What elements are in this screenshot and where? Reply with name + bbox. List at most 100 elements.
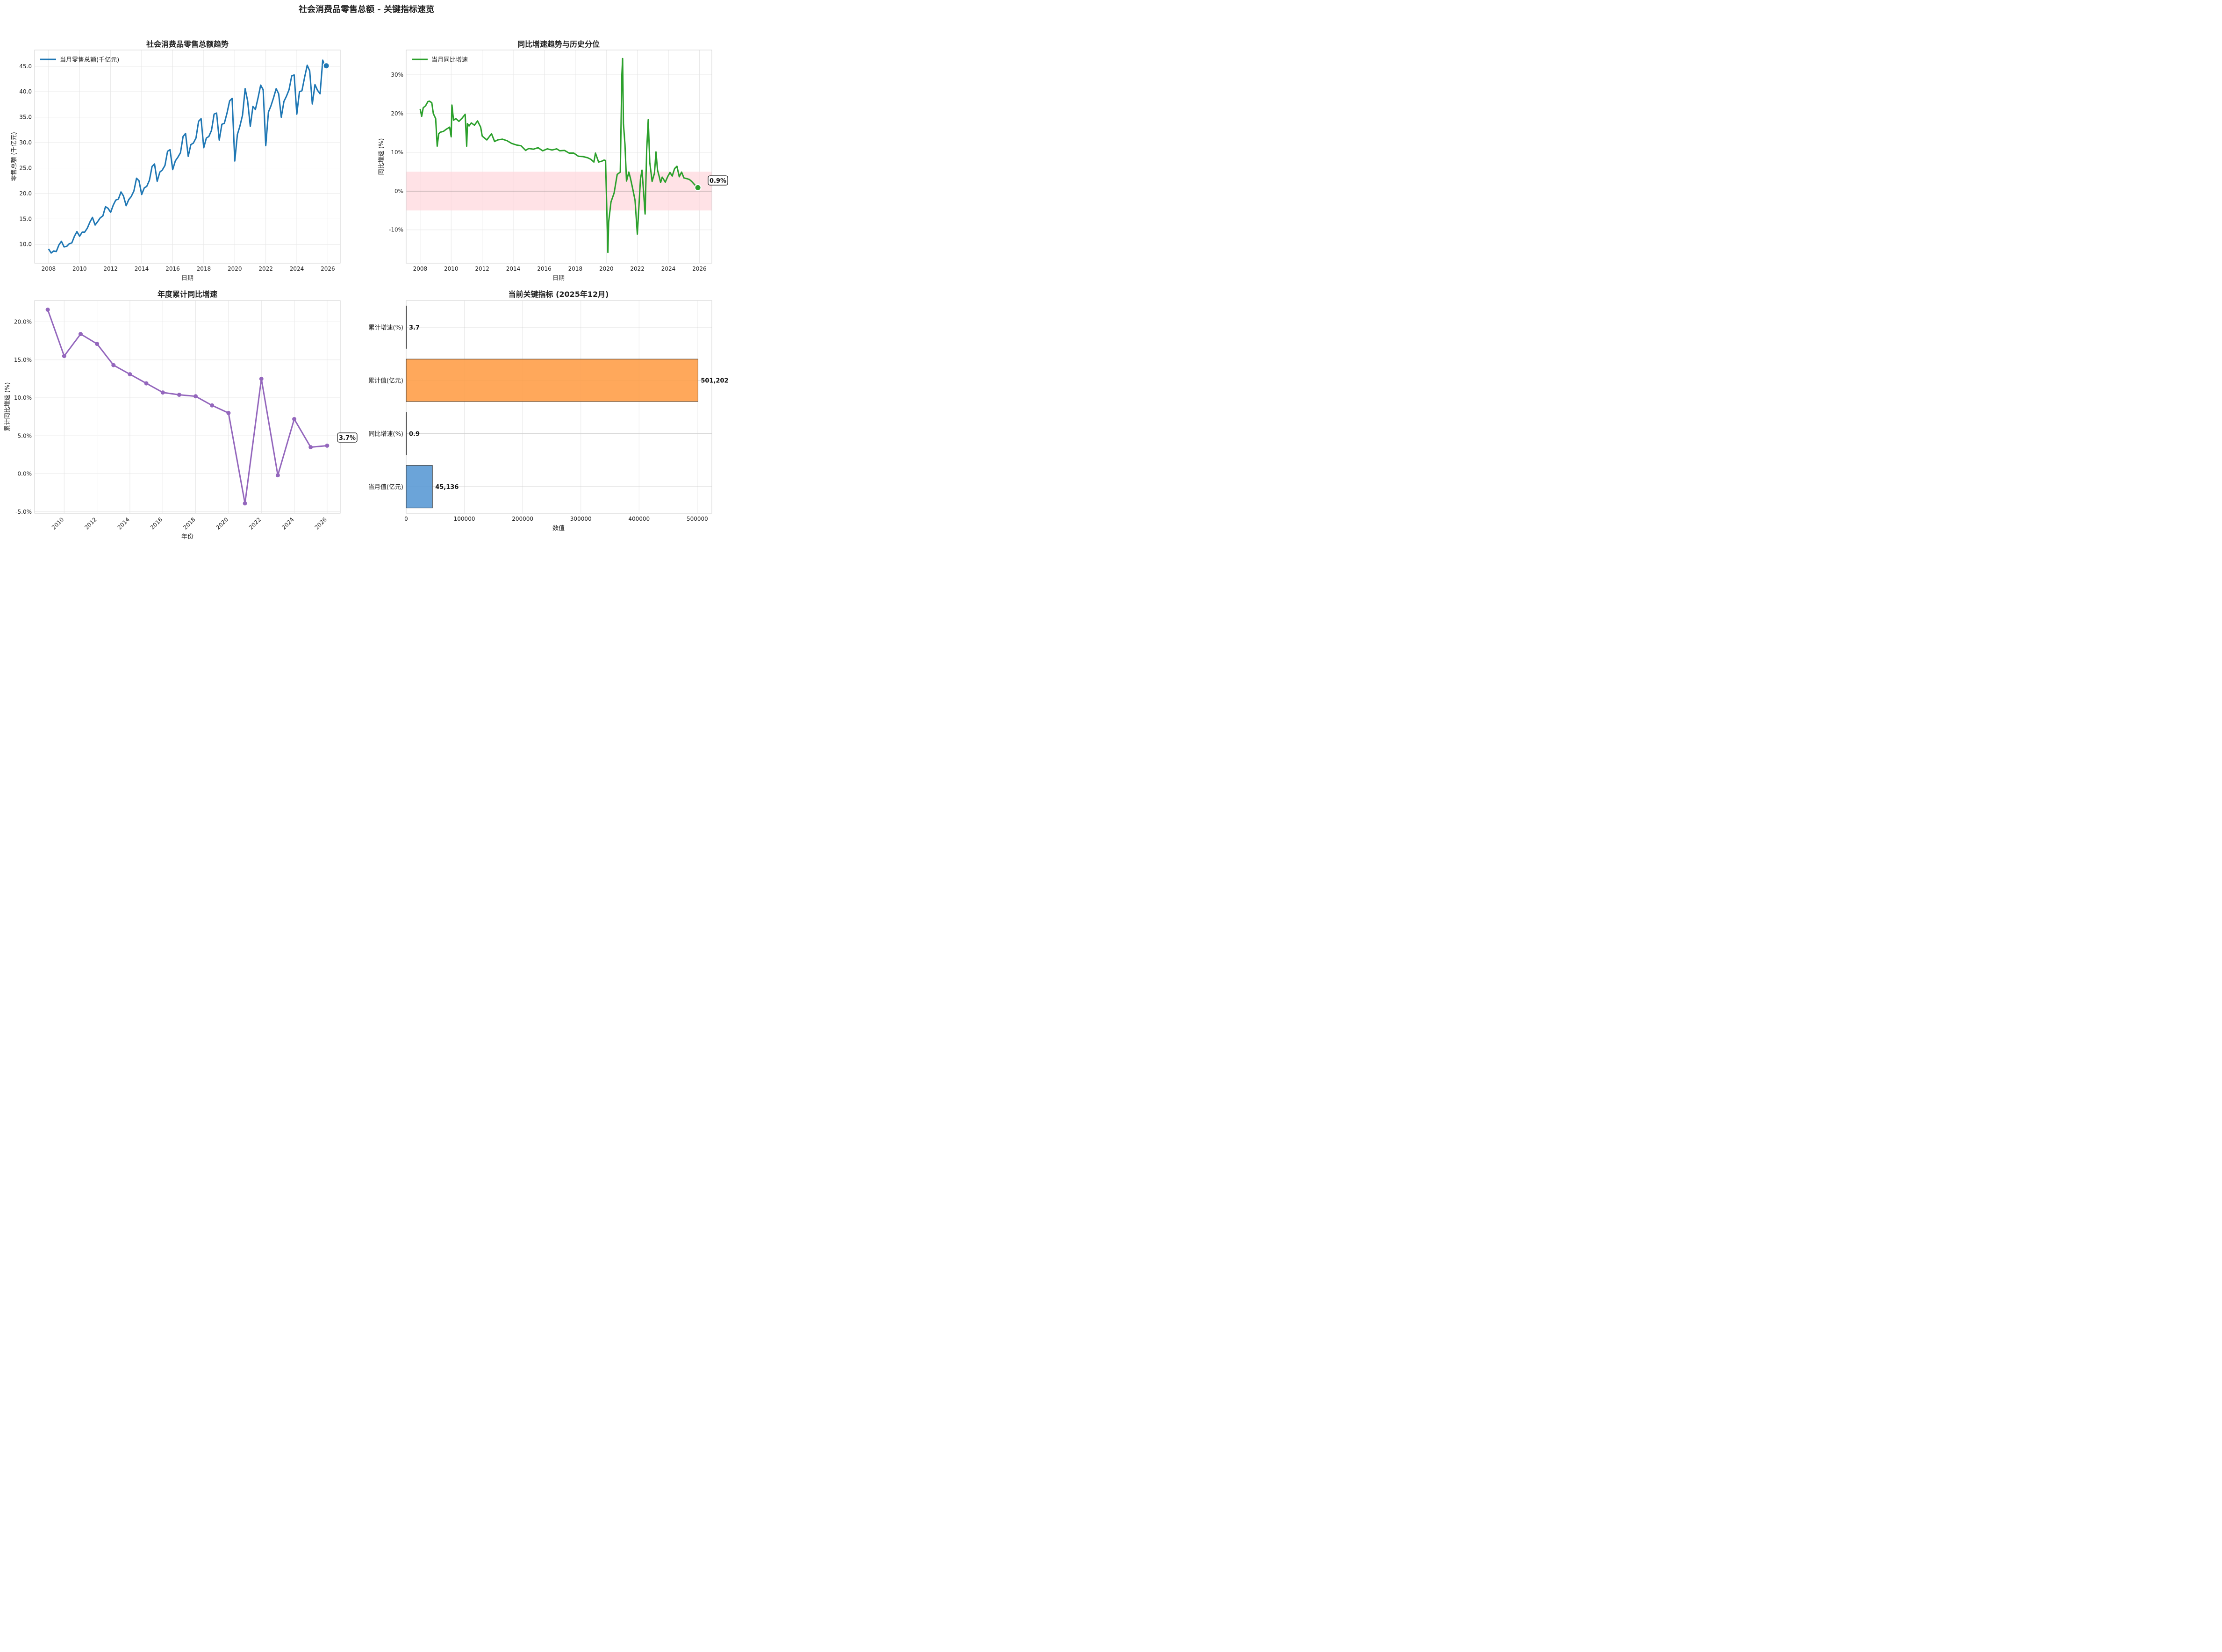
- category-label: 累计值(亿元): [368, 377, 403, 385]
- x-tick-label: 2016: [537, 266, 552, 272]
- y-tick-label: 10.0%: [14, 395, 32, 401]
- x-tick-label: 2012: [83, 516, 98, 531]
- series-line: [48, 59, 327, 254]
- series-line: [47, 309, 328, 504]
- y-axis-label: 同比增速 (%): [378, 138, 385, 175]
- plot-area: 2008 2010 2012 2014 2016 2018 2020 2022 2024 2026…: [389, 50, 728, 272]
- data-point: [144, 381, 149, 386]
- chart-title: 社会消费品零售总额趋势: [146, 40, 229, 49]
- x-tick-label: 2022: [248, 516, 262, 531]
- figure-canvas: 社会消费品零售总额 - 关键指标速览 社会消费品零售总额趋势 日期 零售总额 (…: [4, 4, 729, 540]
- x-tick-label: 2024: [661, 266, 676, 272]
- plot-frame: [34, 50, 341, 264]
- x-axis-label: 数值: [552, 524, 565, 532]
- key-indicators-bar-chart: 当前关键指标 (2025年12月) 数值 0 100000 200000 300000…: [368, 290, 729, 532]
- plot-frame: [406, 300, 712, 514]
- data-point: [45, 308, 50, 312]
- y-tick-label: 0.0%: [18, 471, 32, 477]
- x-tick-label: 2020: [228, 266, 242, 272]
- x-tick-label: 300000: [570, 516, 592, 522]
- annotation-label: 3.7%: [339, 435, 356, 442]
- x-tick-label: 2024: [290, 266, 304, 272]
- data-point: [160, 390, 165, 395]
- y-tick-label: -5.0%: [15, 509, 32, 515]
- y-tick-label: 35.0: [19, 114, 32, 121]
- data-point: [308, 445, 313, 450]
- bar-value-label: 3.7: [409, 324, 420, 331]
- y-tick-label: 20.0: [19, 190, 32, 197]
- annotation-box: [708, 175, 728, 186]
- data-point: [177, 393, 181, 397]
- x-tick-label: 2010: [50, 516, 65, 531]
- x-tick-label: 2008: [42, 266, 56, 272]
- y-tick-label: 40.0: [19, 88, 32, 95]
- chart-title: 年度累计同比增速: [158, 290, 217, 299]
- x-axis-label: 日期: [552, 275, 565, 282]
- x-tick-label: 2010: [72, 266, 87, 272]
- bar: [406, 305, 407, 349]
- y-tick-label: -10%: [389, 227, 403, 233]
- bar-value-label: 45,136: [435, 484, 459, 491]
- bar-value-label: 0.9: [409, 431, 420, 438]
- y-tick-label: 20%: [391, 110, 403, 117]
- y-tick-label: 20.0%: [14, 319, 32, 325]
- data-point: [325, 443, 330, 448]
- y-tick-label: 10%: [391, 149, 403, 156]
- y-tick-label: 5.0%: [18, 432, 32, 439]
- data-point: [243, 501, 247, 506]
- category-label: 累计增速(%): [369, 324, 404, 331]
- x-tick-label: 2012: [475, 266, 489, 272]
- legend-label: 当月同比增速: [431, 57, 468, 64]
- plot-area: 2008 2010 2012 2014 2016 2018 2020 2022 2024 2026…: [19, 50, 341, 272]
- plot-area: 0 100000 200000 300000 400000 500000 累计增速(%) 累计…: [368, 300, 729, 522]
- x-tick-label: 100000: [454, 516, 475, 522]
- x-tick-label: 2018: [182, 516, 196, 531]
- annotation-box: [337, 432, 358, 443]
- x-tick-label: 2018: [197, 266, 211, 272]
- latest-point: [323, 62, 330, 70]
- plot-frame: [406, 50, 712, 264]
- bar: [406, 412, 407, 455]
- x-tick-label: 2026: [692, 266, 707, 272]
- x-tick-label: 2020: [599, 266, 614, 272]
- data-point: [275, 473, 280, 478]
- y-tick-label: 30.0: [19, 139, 32, 146]
- x-tick-label: 2008: [413, 266, 428, 272]
- x-tick-label: 2026: [321, 266, 335, 272]
- legend-label: 当月零售总额(千亿元): [60, 56, 119, 64]
- x-tick-label: 2022: [258, 266, 273, 272]
- y-tick-label: 10.0: [19, 241, 32, 248]
- retail-total-trend-chart: 社会消费品零售总额趋势 日期 零售总额 (千亿元) 2008 2010 2012 20…: [10, 40, 341, 282]
- x-tick-label: 2020: [215, 516, 229, 531]
- y-tick-label: 45.0: [19, 63, 32, 70]
- y-tick-label: 25.0: [19, 165, 32, 171]
- x-tick-label: 2014: [135, 266, 149, 272]
- x-tick-label: 500000: [687, 516, 708, 522]
- x-tick-label: 200000: [512, 516, 533, 522]
- x-tick-label: 2024: [280, 516, 295, 531]
- bar: [406, 465, 433, 509]
- x-tick-label: 2014: [116, 516, 131, 531]
- data-point: [95, 342, 100, 346]
- yoy-growth-trend-chart: 同比增速趋势与历史分位 日期 同比增速 (%) 2008 2010 2012 2014…: [378, 40, 728, 282]
- x-tick-label: 2018: [568, 266, 583, 272]
- x-axis-label: 日期: [181, 275, 194, 282]
- y-axis-label: 累计同比增速 (%): [4, 382, 11, 431]
- plot-area: 2010 2012 2014 2016 2018 2020 2022 2024 2026 -5.0…: [14, 300, 358, 531]
- data-point: [259, 376, 264, 381]
- x-tick-label: 400000: [628, 516, 650, 522]
- y-tick-label: 15.0: [19, 215, 32, 222]
- data-point: [210, 403, 215, 408]
- bar-value-label: 501,202: [701, 378, 728, 385]
- category-label: 当月值(亿元): [368, 483, 403, 491]
- y-tick-label: 15.0%: [14, 357, 32, 363]
- x-tick-label: 2012: [103, 266, 118, 272]
- data-point: [111, 363, 116, 367]
- latest-point: [694, 184, 702, 191]
- x-tick-label: 2014: [506, 266, 521, 272]
- data-point: [128, 372, 132, 377]
- y-tick-label: 30%: [391, 72, 403, 78]
- x-tick-label: 2026: [313, 516, 328, 531]
- annual-cumulative-growth-chart: 年度累计同比增速 年份 累计同比增速 (%) 2010 2012 2014 2016 2…: [4, 290, 358, 540]
- data-point: [194, 394, 198, 399]
